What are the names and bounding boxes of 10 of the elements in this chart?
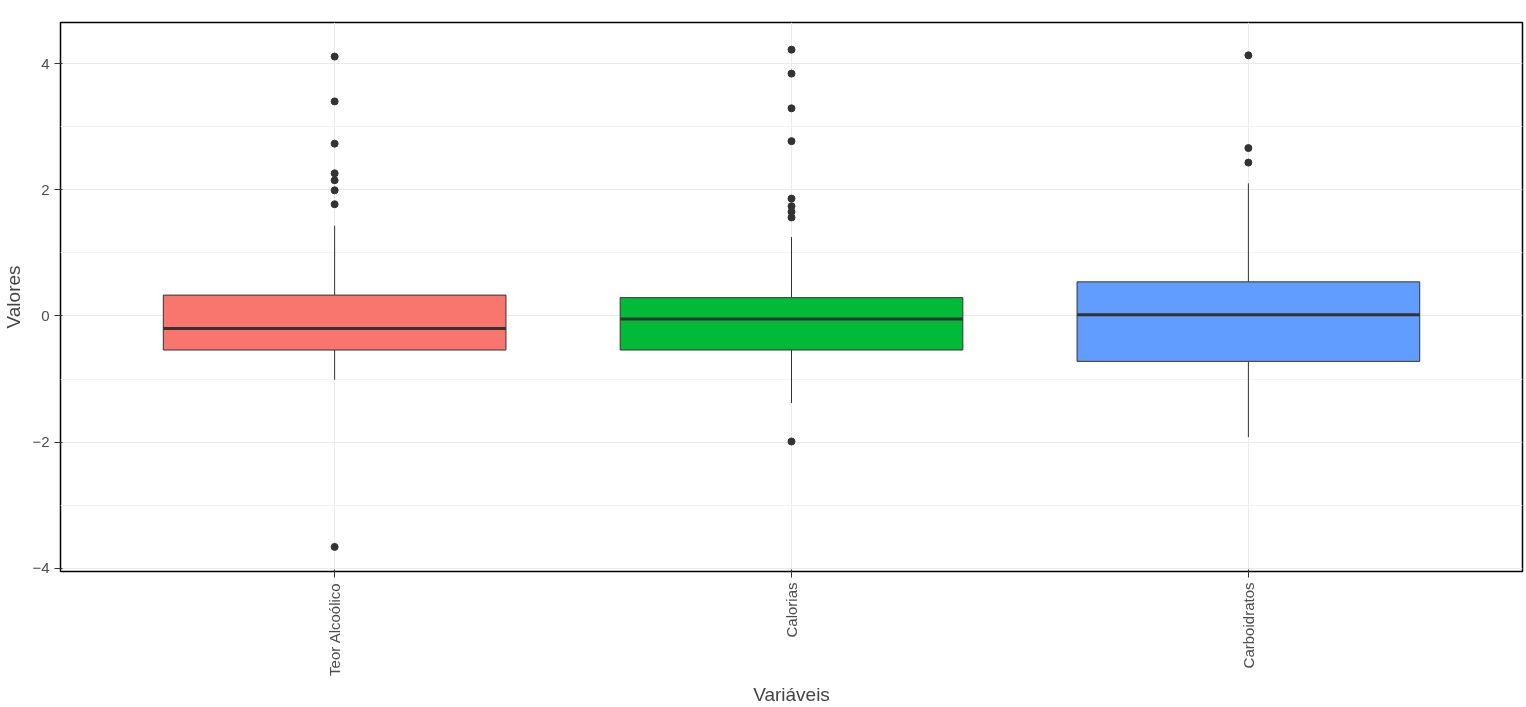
y-tick-label: −4 — [32, 559, 50, 577]
y-tick-label: 2 — [41, 180, 50, 198]
x-tick-label: Carboidratos — [1239, 582, 1257, 669]
y-tick-label: 0 — [41, 306, 50, 324]
y-axis-title: Valores — [3, 265, 25, 329]
x-axis-title: Variáveis — [753, 683, 830, 705]
x-tick-label: Teor Alcoólico — [326, 583, 344, 676]
x-tick-label: Calorias — [783, 582, 800, 638]
y-tick-label: −2 — [32, 433, 50, 451]
y-tick-label: 4 — [41, 54, 50, 72]
